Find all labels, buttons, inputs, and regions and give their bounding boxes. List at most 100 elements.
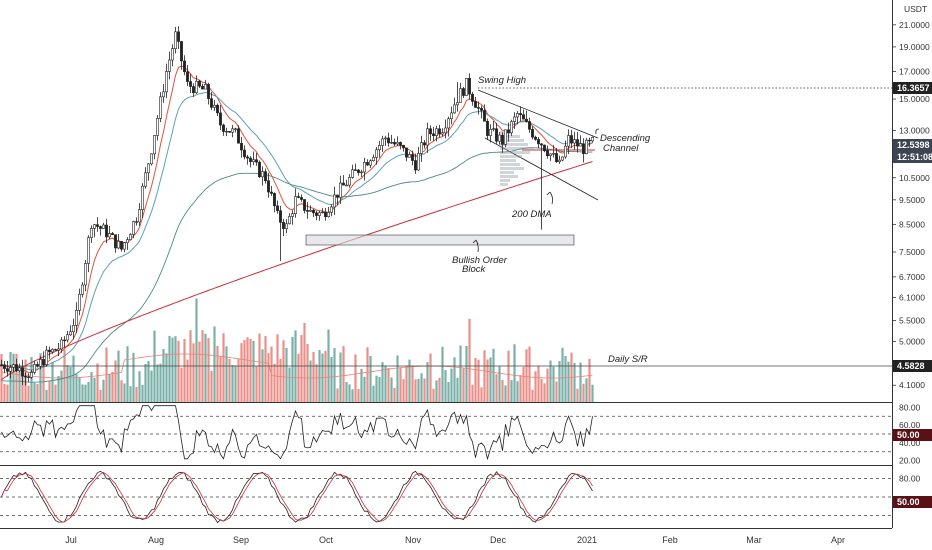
candle (339, 175, 342, 205)
volume-bar (453, 357, 456, 402)
price-tick-label: 9.5000 (899, 195, 925, 205)
candle (255, 152, 258, 166)
volume-bar (288, 367, 291, 402)
volume-bar (345, 382, 348, 402)
candle (492, 120, 495, 132)
volume-bar (117, 350, 120, 402)
price-tick-label: 6.7000 (899, 272, 925, 282)
volume-bar (531, 389, 534, 402)
candle-body (585, 139, 588, 155)
candle (99, 225, 102, 236)
volume-bar (225, 346, 228, 402)
candle-body (249, 157, 252, 162)
candle (432, 126, 435, 141)
candle (363, 157, 366, 181)
volume-bar (522, 366, 525, 402)
time-tick-label: Jul (65, 535, 77, 545)
volume-bar (543, 383, 546, 402)
volume-bar (195, 298, 198, 402)
candle (507, 122, 510, 142)
candle-body (336, 194, 339, 198)
candle-body (441, 132, 444, 135)
rsi-tick-label: 40.00 (899, 438, 921, 448)
order-block-arrow (472, 239, 479, 253)
candle-body (288, 216, 291, 225)
volume-bar (561, 347, 564, 402)
candle (510, 119, 513, 136)
candle (489, 124, 492, 143)
volume-bar (132, 352, 135, 402)
volume-bar (27, 385, 30, 402)
candle-body (567, 135, 570, 147)
candle (495, 122, 498, 144)
candle-body (162, 91, 165, 98)
volume-bar (489, 357, 492, 402)
candle (438, 124, 441, 138)
candle (243, 145, 246, 160)
candle-body (168, 59, 171, 72)
candle (567, 129, 570, 155)
volume-bar (351, 389, 354, 402)
candle-body (546, 150, 549, 156)
volume-bar (378, 376, 381, 402)
candle (183, 55, 186, 76)
volume-bar (576, 388, 579, 402)
candle (420, 135, 423, 162)
volume-bar (87, 381, 90, 402)
candle-body (261, 171, 264, 178)
candle (294, 188, 297, 218)
candle (369, 159, 372, 169)
hline-price-badge: 16.3657 (897, 83, 930, 93)
volume-bar (192, 343, 195, 402)
order-block-zone[interactable] (305, 234, 575, 246)
time-tick-label: Oct (319, 535, 334, 545)
candle-body (228, 131, 231, 133)
candle-body (183, 60, 186, 73)
volume-bar (429, 353, 432, 402)
candle-body (312, 209, 315, 214)
candle-body (465, 78, 468, 96)
candle (477, 101, 480, 115)
volume-bar (18, 368, 21, 402)
candle-body (576, 139, 579, 147)
volume-bar (183, 339, 186, 402)
drawings[interactable] (0, 87, 892, 367)
channel-top-line[interactable] (477, 89, 599, 139)
candle (273, 192, 276, 213)
candle-body (393, 142, 396, 145)
volume-bar (375, 375, 378, 402)
rsi-tick-label: 60.00 (899, 420, 921, 430)
rsi-value-badge-bg (893, 429, 932, 441)
candle-body (180, 41, 183, 62)
volume-bar (348, 384, 351, 402)
candle (291, 210, 294, 225)
stoch-pane[interactable] (0, 470, 892, 524)
volume-bar (276, 334, 279, 402)
candle-body (558, 159, 561, 162)
candle (405, 147, 408, 162)
candle (147, 163, 150, 181)
volume-bar (471, 384, 474, 402)
candle (195, 75, 198, 95)
candle-body (573, 139, 576, 144)
candle (336, 194, 339, 205)
ema-fast-line (1, 65, 593, 373)
chart-annotations: Swing High Descending Channel 200 DMA Bu… (452, 75, 651, 365)
candle-body (324, 211, 327, 217)
volume-bar (339, 352, 342, 402)
volume-bar (66, 365, 69, 402)
volume-bar (384, 365, 387, 402)
rsi-pane[interactable] (0, 405, 892, 461)
candlestick-series[interactable] (0, 26, 594, 386)
candle-body (135, 221, 138, 223)
candle-body (15, 364, 18, 371)
candle (519, 106, 522, 122)
candle (108, 225, 111, 239)
volume-bar (483, 350, 486, 402)
candle-body (582, 143, 585, 155)
candle-body (282, 222, 285, 229)
candle (162, 84, 165, 103)
volume-bar (567, 361, 570, 402)
candle (411, 150, 414, 166)
